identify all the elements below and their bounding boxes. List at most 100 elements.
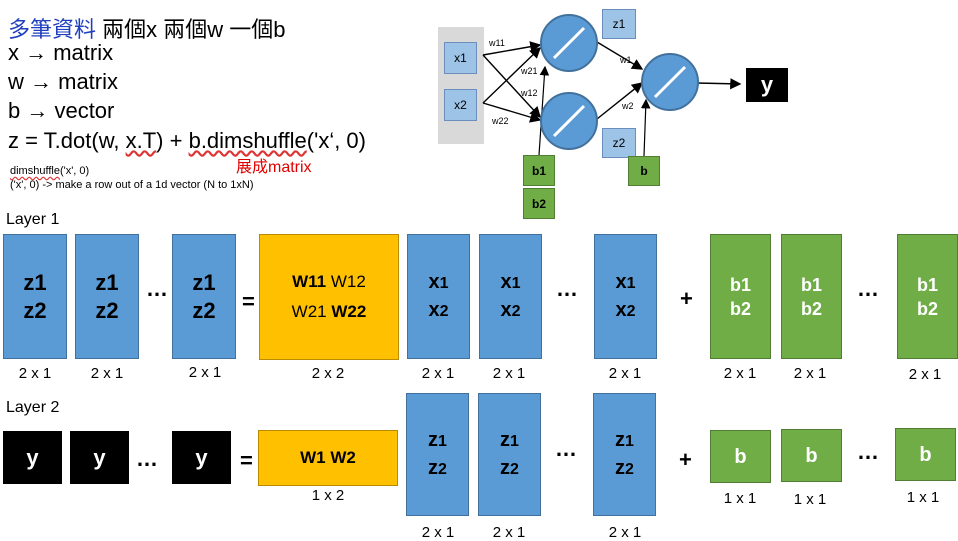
z-sub: 2 [438, 460, 447, 478]
line-w-matrix: w → matrix [8, 69, 118, 94]
z2-label: z2 [500, 455, 519, 483]
z-sub: 2 [625, 460, 634, 478]
dim-label: 1 x 1 [906, 489, 940, 506]
output-neuron [641, 53, 699, 111]
layer2-weight-matrix: W1 W2 [258, 430, 398, 486]
dim-label: 2 x 1 [90, 365, 124, 382]
x-sub: 1 [511, 274, 521, 292]
hidden-neuron-2 [540, 92, 598, 150]
b2-label: b2 [800, 298, 822, 319]
dim-label: 2 x 1 [492, 365, 526, 382]
b1-label: b1 [800, 274, 822, 295]
ellipsis: … [136, 446, 158, 471]
expand-matrix-label: 展成matrix [236, 159, 312, 176]
b1-label: b1 [729, 274, 751, 295]
w1-entry: W1 [300, 448, 326, 467]
z-main: z [500, 428, 511, 451]
weight-row-1: W11 W12 [292, 267, 366, 297]
layer2-b-box: b [710, 430, 771, 483]
line-b-vector: b → vector [8, 98, 115, 123]
formula-part: ) + [156, 128, 189, 153]
z1-label: z1 [615, 427, 634, 455]
layer2-z-column: z1 z2 [478, 393, 541, 516]
layer2-y-box: y [3, 431, 62, 484]
layer1-x-column: x1 x2 [407, 234, 470, 359]
formula-dimshuffle: b.dimshuffle [188, 128, 307, 153]
z1-label: z1 [23, 269, 47, 295]
x-sub: 1 [626, 274, 636, 292]
x-main: x [428, 298, 440, 321]
net-x2: x2 [444, 89, 477, 121]
w12-entry: W12 [330, 272, 366, 291]
edge-w1 [596, 41, 644, 70]
edge-b [640, 98, 651, 157]
z1-label: z1 [500, 427, 519, 455]
dim-label: 1 x 1 [723, 490, 757, 507]
dim-label: 2 x 1 [421, 365, 455, 382]
title-rest: 兩個x 兩個w 一個b [96, 17, 286, 42]
edge-w12 [482, 54, 541, 119]
dim-label: 2 x 1 [18, 365, 52, 382]
layer2-y-box: y [70, 431, 129, 484]
layer1-x-column: x1 x2 [594, 234, 657, 359]
layer1-b-column: b1 b2 [710, 234, 771, 359]
dim-label: 2 x 1 [908, 366, 942, 383]
z-sub: 2 [510, 460, 519, 478]
edge-output [696, 78, 742, 90]
w22-entry: W22 [331, 302, 367, 321]
layer1-label: Layer 1 [6, 211, 60, 228]
z-sub: 1 [438, 432, 447, 450]
formula-part: ('x‘, 0) [306, 128, 366, 153]
layer1-z-column: z1 z2 [3, 234, 67, 359]
label-w22: w22 [492, 116, 509, 126]
z-main: z [428, 456, 439, 479]
x2-label: x2 [615, 297, 635, 325]
label-w2: w2 [622, 101, 634, 111]
edge-w21 [482, 47, 542, 104]
x-main: x [500, 270, 512, 293]
plus-sign: + [680, 286, 693, 311]
x-main: x [500, 298, 512, 321]
x1-label: x1 [500, 269, 520, 297]
edge-w11 [482, 41, 542, 56]
net-b1: b1 [523, 155, 555, 186]
net-z2: z2 [602, 128, 636, 158]
z2-label: z2 [428, 455, 447, 483]
z-main: z [500, 456, 511, 479]
z-main: z [428, 428, 439, 451]
z-main: z [615, 456, 626, 479]
ellipsis: … [857, 276, 879, 301]
edge-w2 [596, 82, 644, 120]
dim-label: 1 x 2 [311, 487, 345, 504]
dim-label: 2 x 1 [608, 365, 642, 382]
title-accent: 多筆資料 [8, 17, 97, 42]
b1-label: b1 [916, 274, 938, 295]
label-w1: w1 [620, 55, 632, 65]
edge-w22 [482, 102, 542, 123]
equals-sign: = [240, 448, 253, 473]
layer1-z-column: z1 z2 [172, 234, 236, 359]
layer1-z-column: z1 z2 [75, 234, 139, 359]
line-z-formula: z = T.dot(w, x.T) + b.dimshuffle('x‘, 0) [8, 128, 366, 154]
note-args: ('x', 0) [59, 165, 90, 177]
x2-label: x2 [428, 297, 448, 325]
z1-label: z1 [192, 269, 216, 295]
net-b: b [628, 156, 660, 186]
ellipsis: … [555, 436, 577, 461]
note-fn: dimshuffle [10, 165, 60, 177]
label-w12: w12 [521, 88, 538, 98]
x-main: x [615, 270, 627, 293]
dim-label: 2 x 1 [723, 365, 757, 382]
x-sub: 2 [511, 302, 521, 320]
b2-label: b2 [916, 298, 938, 319]
b2-label: b2 [729, 298, 751, 319]
plus-sign: + [679, 447, 692, 472]
layer2-z-column: z1 z2 [593, 393, 656, 516]
network-diagram [438, 14, 742, 157]
w21-entry: W21 [291, 302, 327, 321]
title-line: 多筆資料 兩個x 兩個w 一個b [8, 12, 285, 44]
z-main: z [615, 428, 626, 451]
dim-label: 2 x 1 [793, 365, 827, 382]
z-sub: 1 [510, 432, 519, 450]
dim-label: 2 x 1 [608, 524, 642, 541]
